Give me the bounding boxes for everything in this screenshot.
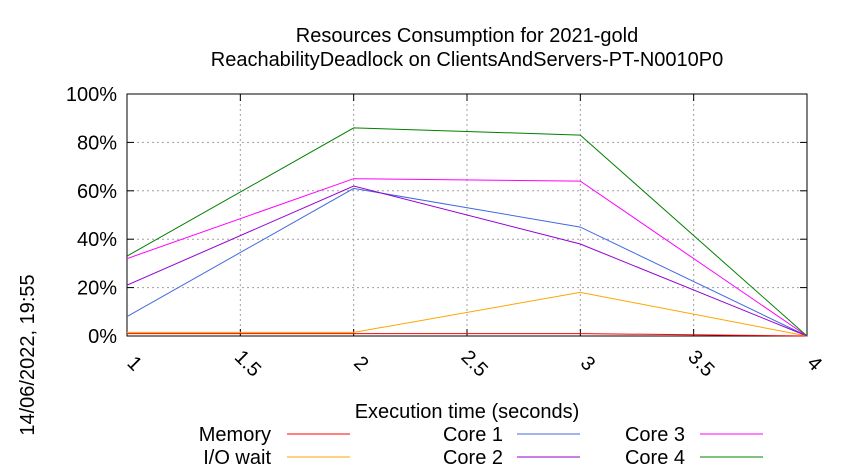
legend-label-core-2: Core 2 (443, 447, 503, 469)
legend-label-memory: Memory (199, 424, 271, 446)
series-line-core-4 (126, 127, 808, 337)
x-tick-label: 4 (803, 352, 826, 375)
x-tick-label: 2 (349, 352, 372, 375)
legend-label-core-3: Core 3 (625, 424, 685, 446)
legend-label-core-1: Core 1 (443, 424, 503, 446)
x-axis-ticks: 1 1.5 2 2.5 3 3.5 4 (123, 94, 826, 381)
series-line-core-3 (126, 178, 808, 337)
chart-title-line2: ReachabilityDeadlock on ClientsAndServer… (211, 49, 723, 71)
legend-label-i-o-wait: I/O wait (203, 447, 271, 469)
legend-label-core-4: Core 4 (625, 447, 685, 469)
timestamp-label: 14/06/2022, 19:55 (17, 274, 39, 435)
y-tick-label: 40% (77, 229, 117, 251)
y-tick-label: 60% (77, 181, 117, 203)
x-axis-label: Execution time (seconds) (355, 401, 580, 423)
series-line-core-2 (126, 185, 808, 337)
y-tick-label: 20% (77, 278, 117, 300)
x-tick-label: 1 (123, 352, 146, 375)
series-line-i-o-wait (127, 291, 808, 337)
y-tick-label: 0% (88, 326, 117, 348)
y-tick-label: 80% (77, 132, 117, 154)
x-tick-label: 3 (576, 352, 599, 375)
series-line-memory (127, 333, 808, 337)
x-tick-label: 1.5 (230, 346, 265, 381)
x-tick-label: 3.5 (683, 346, 718, 381)
x-tick-label: 2.5 (457, 346, 492, 381)
y-axis-ticks: 0% 20% 40% 60% 80% 100% (66, 84, 807, 348)
series-line-core-1 (126, 187, 808, 337)
y-tick-label: 100% (66, 84, 117, 106)
series-lines (126, 127, 808, 337)
chart-title-line1: Resources Consumption for 2021-gold (296, 25, 638, 47)
